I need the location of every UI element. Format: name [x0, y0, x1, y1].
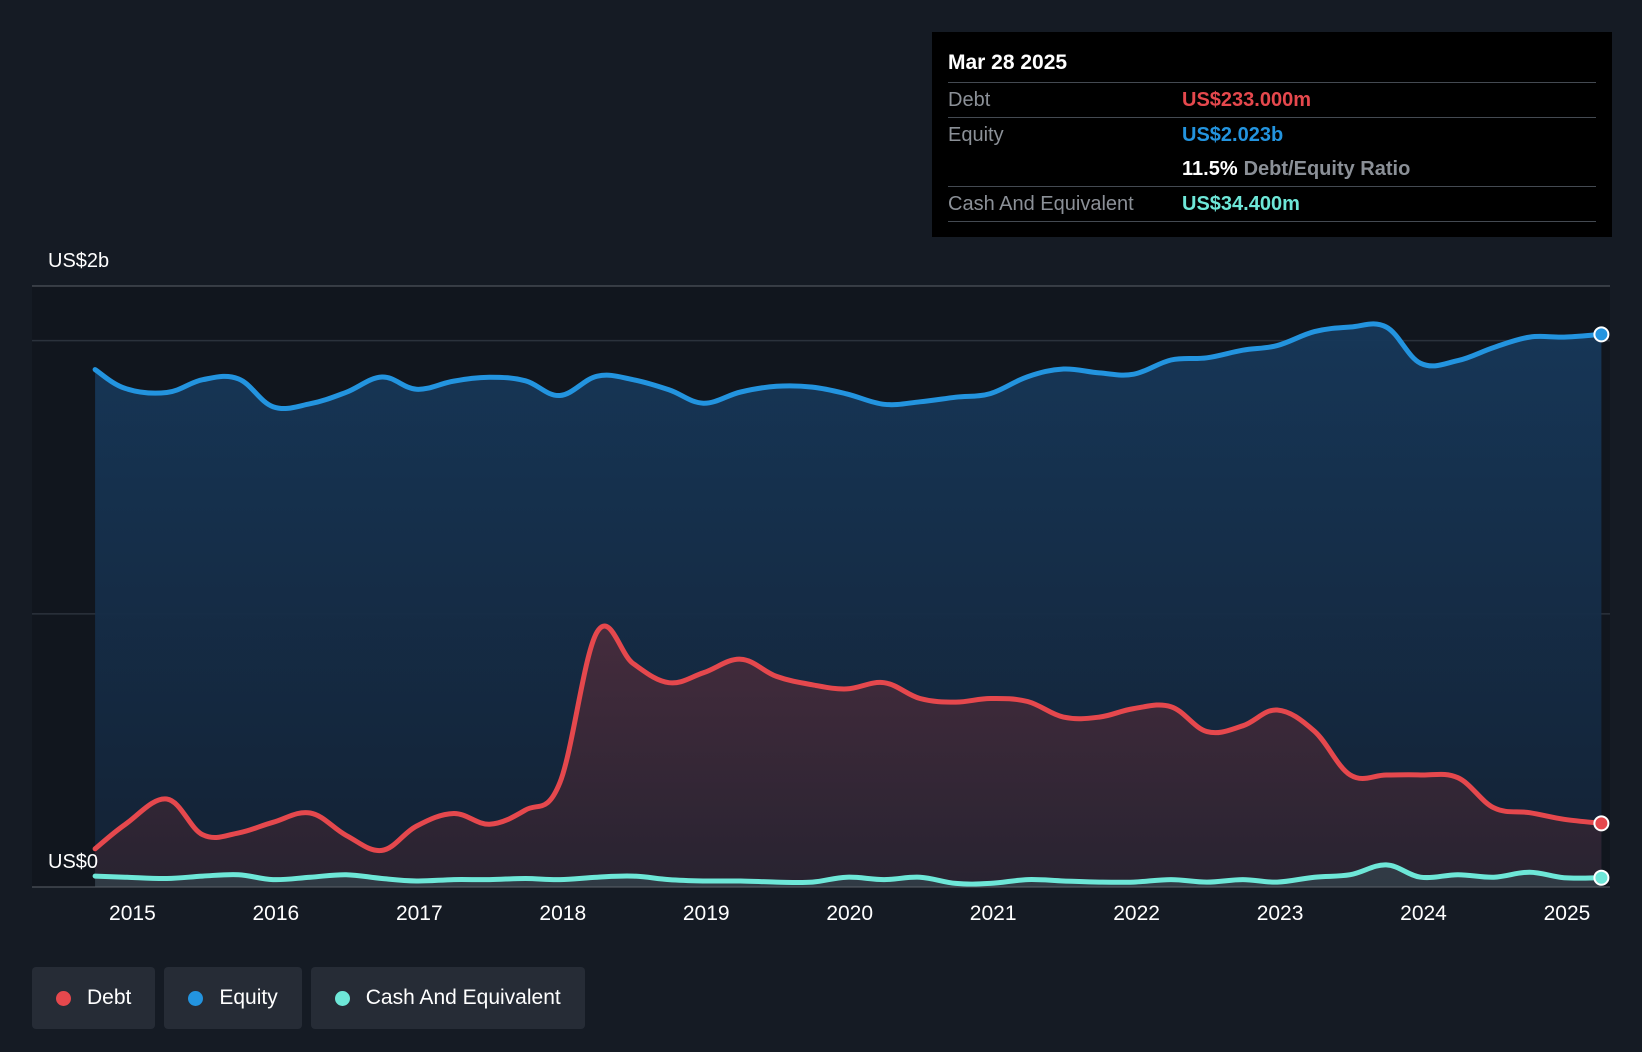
cash-endpoint-dot [1593, 869, 1610, 886]
cash-dot-icon [334, 990, 350, 1006]
y-axis-bottom-label: US$0 [48, 851, 99, 873]
legend-item-debt[interactable]: Debt [32, 967, 156, 1029]
tooltip-debt-row: Debt US$233.000m [948, 83, 1596, 118]
tooltip-equity-value: US$2.023b [1182, 124, 1284, 146]
tooltip-equity-row: Equity US$2.023b [948, 118, 1596, 152]
tooltip-cash-value: US$34.400m [1182, 193, 1300, 215]
chart-legend: Debt Equity Cash And Equivalent [32, 967, 585, 1029]
debt-dot-icon [56, 990, 71, 1006]
debt-line [92, 623, 1604, 854]
equity-endpoint-dot [1593, 326, 1610, 343]
x-tick-2024: 2024 [1400, 902, 1447, 925]
x-tick-2020: 2020 [826, 902, 873, 925]
tooltip-ratio-value: 11.5% [1182, 158, 1238, 180]
legend-equity-label: Equity [219, 986, 278, 1009]
y-axis-top-label: US$2b [48, 250, 110, 272]
tooltip-debt-label: Debt [948, 89, 991, 111]
tooltip-debt-value: US$233.000m [1182, 89, 1311, 111]
tooltip-cash-row: Cash And Equivalent US$34.400m [948, 187, 1596, 222]
equity-line [92, 321, 1604, 411]
tooltip-ratio-row: 11.5% Debt/Equity Ratio [948, 152, 1596, 187]
legend-debt-label: Debt [87, 986, 132, 1009]
legend-item-cash[interactable]: Cash And Equivalent [310, 967, 585, 1029]
tooltip-equity-label: Equity [948, 124, 1004, 146]
x-tick-2016: 2016 [253, 902, 300, 925]
cash-line [92, 862, 1604, 887]
tooltip-date: Mar 28 2025 [948, 46, 1596, 83]
debt-endpoint-dot [1593, 815, 1610, 832]
legend-item-equity[interactable]: Equity [164, 967, 302, 1029]
x-tick-2022: 2022 [1113, 902, 1160, 925]
debt-area [95, 625, 1602, 887]
x-tick-2025: 2025 [1544, 902, 1591, 925]
x-tick-2015: 2015 [109, 902, 156, 925]
x-tick-2017: 2017 [396, 902, 443, 925]
x-tick-2021: 2021 [970, 902, 1017, 925]
chart-tooltip: Mar 28 2025 Debt US$233.000m Equity US$2… [932, 32, 1612, 237]
tooltip-ratio-label: Debt/Equity Ratio [1243, 158, 1411, 180]
x-tick-2018: 2018 [539, 902, 586, 925]
x-tick-2023: 2023 [1257, 902, 1304, 925]
equity-dot-icon [188, 990, 204, 1006]
tooltip-ratio-spacer [948, 152, 1182, 186]
tooltip-cash-label: Cash And Equivalent [948, 193, 1134, 215]
legend-cash-label: Cash And Equivalent [365, 986, 561, 1009]
x-tick-2019: 2019 [683, 902, 730, 925]
